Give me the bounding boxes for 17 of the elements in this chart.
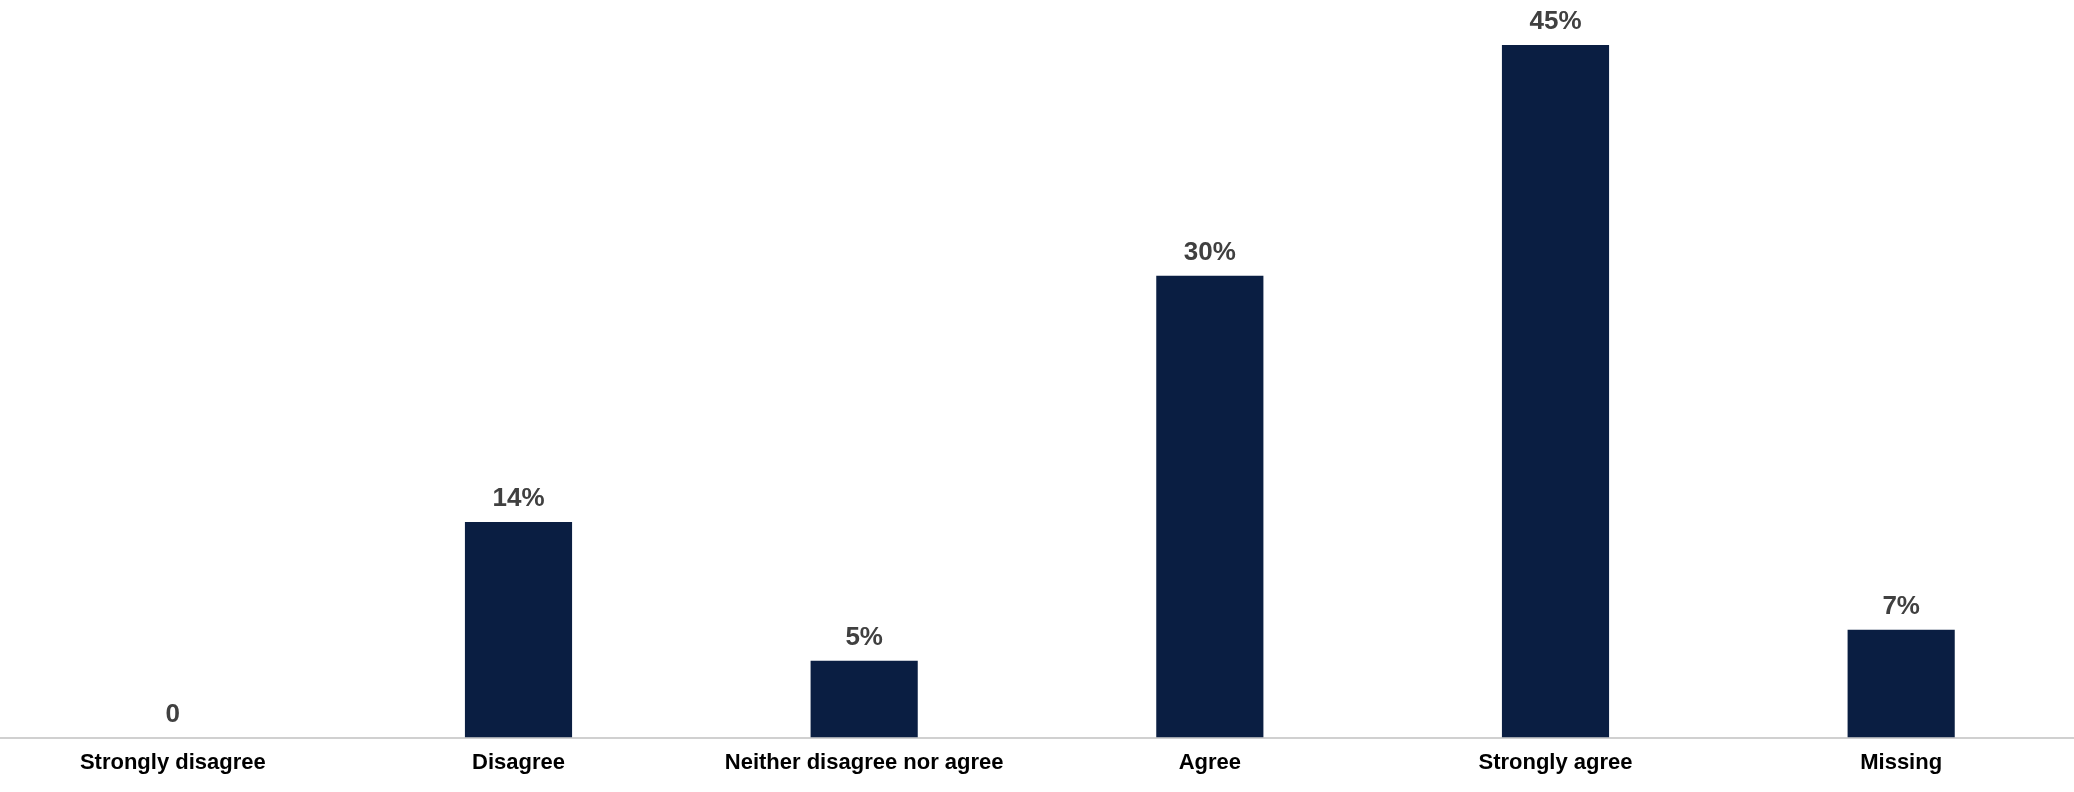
bar — [464, 522, 573, 738]
data-label: 14% — [492, 482, 545, 513]
bar — [1156, 275, 1264, 738]
data-label: 45% — [1529, 5, 1582, 36]
data-label: 0 — [165, 697, 181, 728]
bar — [1847, 629, 1955, 738]
data-label: 30% — [1183, 236, 1236, 267]
data-label: 7% — [1882, 590, 1920, 621]
data-label: 5% — [845, 620, 883, 651]
x-tick-label: Disagree — [472, 748, 565, 774]
bar — [1501, 45, 1610, 738]
bar — [810, 660, 918, 738]
x-tick-label: Strongly disagree — [79, 748, 266, 774]
x-tick-label: Strongly agree — [1478, 748, 1633, 774]
x-tick-label: Missing — [1860, 748, 1943, 774]
x-tick-label: Agree — [1178, 748, 1242, 774]
x-tick-label: Neither disagree nor agree — [724, 748, 1004, 774]
